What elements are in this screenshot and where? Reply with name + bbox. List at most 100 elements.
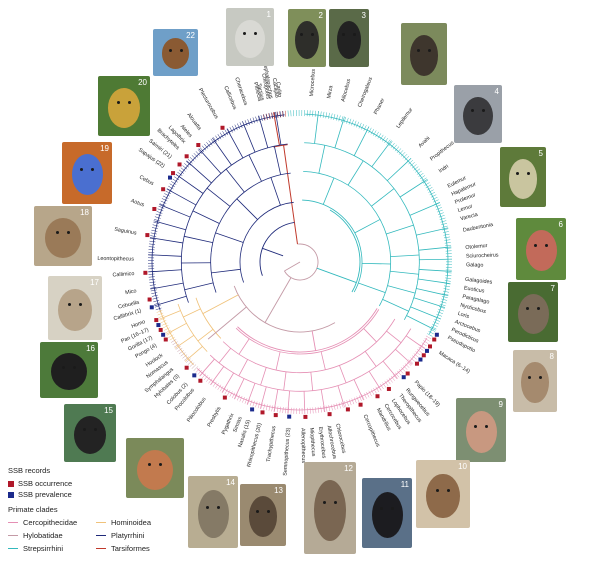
tip-label: Propithecus: [429, 140, 455, 162]
hominoidea-line: [96, 522, 106, 523]
branch-radial: [213, 366, 224, 381]
branch-radial: [365, 351, 376, 366]
branch-radial: [170, 191, 196, 205]
tip-label: Callimico: [112, 271, 134, 279]
branch-arc: [353, 392, 371, 400]
ssb-prevalence-marker: [150, 305, 154, 309]
tip-ticks: [148, 110, 452, 414]
tip-label: Cercopithecus: [362, 414, 381, 448]
tip-label: Varecia: [460, 212, 479, 222]
ssb-occurrence-marker: [376, 394, 380, 398]
tip-tick: [336, 403, 337, 409]
tip-tick: [285, 407, 286, 413]
branch-radial: [271, 178, 281, 206]
branch-radial: [407, 316, 433, 329]
primate-eye: [73, 366, 76, 369]
primate-photo: 18: [34, 206, 92, 266]
tip-label: Piliocolobus: [186, 396, 208, 423]
ssb-occurrence-marker: [303, 415, 307, 419]
tip-tick: [354, 121, 356, 127]
tip-label: Allocebus: [340, 78, 352, 102]
tip-label: Cheirogaleus: [357, 76, 374, 108]
branch-radial: [444, 228, 448, 229]
tip-tick: [151, 290, 157, 291]
tip-tick: [359, 395, 361, 400]
tip-tick: [280, 407, 281, 413]
tip-tick: [266, 404, 267, 410]
tip-tick: [438, 309, 444, 311]
branch-radial: [276, 352, 280, 370]
prevalence-swatch: [8, 492, 14, 498]
tip-tick: [442, 226, 448, 227]
ssb-occurrence-marker: [161, 187, 165, 191]
tip-label: Mirza: [326, 85, 334, 99]
legend: SSB records SSB occurrence SSB prevalenc…: [8, 466, 218, 554]
ssb-occurrence-marker: [152, 207, 156, 211]
primate-eye: [334, 501, 337, 504]
branch-radial: [400, 181, 424, 197]
branch-radial: [239, 339, 249, 355]
branch-radial: [410, 204, 436, 215]
tip-tick: [329, 405, 330, 411]
branch-radial: [304, 391, 305, 410]
primate-photo: 20: [98, 76, 150, 136]
branch-radial: [411, 307, 438, 318]
tip-label: Avahi: [418, 136, 432, 150]
tip-tick: [436, 314, 442, 316]
branch-radial: [239, 359, 248, 375]
tip-label: Galagoides: [465, 277, 493, 286]
branch-radial: [276, 112, 277, 116]
legend-prevalence-label: SSB prevalence: [18, 490, 72, 499]
primate-face: [463, 97, 493, 135]
primate-photo: 2: [288, 9, 326, 67]
tip-tick: [445, 281, 451, 282]
primate-eye: [436, 489, 439, 492]
tip-tick: [255, 402, 257, 408]
branch-radial: [355, 219, 380, 232]
tip-tick: [339, 115, 341, 121]
branch-radial: [219, 348, 231, 363]
ssb-occurrence-marker: [359, 403, 363, 407]
tip-label: Aotus: [130, 198, 145, 208]
branch-arc: [330, 210, 360, 292]
branch-radial: [275, 389, 278, 407]
tip-tick: [351, 120, 353, 126]
branch-arc: [387, 369, 402, 382]
tip-tick: [354, 398, 356, 404]
branch-radial: [190, 163, 212, 183]
ssb-occurrence-marker: [196, 143, 200, 147]
tip-tick: [150, 285, 156, 286]
tip-tick: [153, 298, 159, 299]
tip-tick: [149, 277, 155, 278]
primate-eye: [447, 489, 450, 492]
ssb-occurrence-marker: [164, 338, 168, 342]
branch-radial: [152, 270, 181, 272]
tip-label: Erythrocebus: [317, 426, 327, 459]
primate-photo: 17: [48, 276, 102, 340]
primate-face: [249, 496, 278, 537]
branch-arc: [156, 214, 161, 230]
tip-label: Plecturocebus: [197, 87, 219, 120]
primate-face: [518, 294, 549, 334]
primate-face: [426, 474, 459, 519]
branch-radial: [249, 155, 262, 181]
tip-tick: [334, 114, 335, 120]
photo-number: 3: [362, 11, 366, 20]
branch-radial: [386, 331, 401, 343]
tip-tick: [445, 245, 451, 246]
tip-label: Semnopithecus (23): [282, 427, 291, 476]
tip-tick: [161, 320, 166, 322]
primate-photo: 5: [500, 147, 546, 207]
ssb-occurrence-marker: [223, 396, 227, 400]
tip-tick: [441, 223, 447, 225]
ssb-prevalence-marker: [287, 415, 291, 419]
tip-label: Saguinus: [114, 227, 137, 237]
tip-tick: [321, 407, 322, 413]
branch-radial: [260, 120, 268, 148]
tip-tick: [250, 118, 252, 124]
tip-tick: [245, 120, 247, 126]
photo-number: 2: [319, 11, 323, 20]
branch-radial: [184, 236, 213, 242]
tip-tick: [445, 248, 451, 249]
photo-number: 7: [551, 284, 555, 293]
